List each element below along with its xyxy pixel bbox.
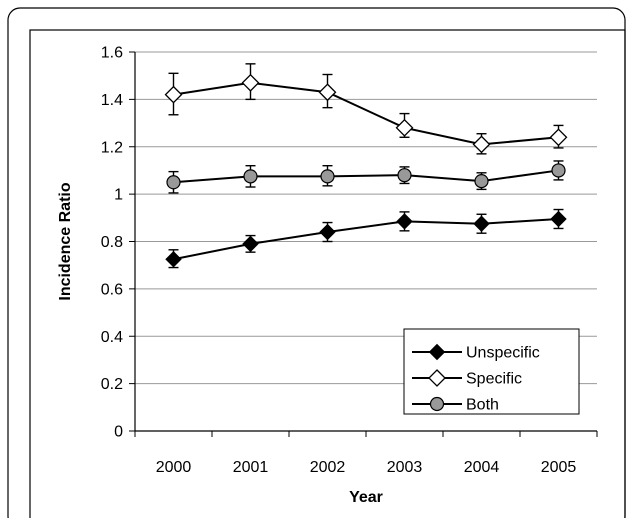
legend-item-both: Both xyxy=(412,397,499,414)
data-point-specific xyxy=(241,73,260,92)
data-point-both xyxy=(166,175,181,190)
legend-label: Both xyxy=(466,397,499,414)
data-point-specific xyxy=(472,135,491,154)
data-point-both xyxy=(397,168,412,183)
series-line xyxy=(173,169,559,184)
y-tick-label: 0.6 xyxy=(101,281,123,298)
data-point-specific xyxy=(395,118,414,137)
x-tick-labels: 2000 2001 2002 2003 2004 2005 xyxy=(156,459,577,476)
legend-label: Unspecific xyxy=(466,345,540,362)
y-tick-label: 1.2 xyxy=(101,139,123,156)
y-axis-title: Incidence Ratio xyxy=(57,182,74,300)
legend: Unspecific Specific Both xyxy=(403,328,580,415)
y-tick-label: 0.2 xyxy=(101,376,123,393)
data-point-unspecific xyxy=(396,213,413,230)
series-both xyxy=(166,160,566,194)
plot-area-frame xyxy=(29,29,626,518)
data-point-both xyxy=(429,396,445,412)
data-point-unspecific xyxy=(428,343,446,361)
data-point-both xyxy=(243,169,258,184)
data-point-unspecific xyxy=(550,210,567,228)
y-tick-label: 1.6 xyxy=(101,45,123,62)
series-line xyxy=(173,217,559,261)
series-line xyxy=(173,81,559,146)
x-tick-label: 2005 xyxy=(541,459,577,476)
y-tick-label: 0.8 xyxy=(101,234,123,251)
y-tick-label: 1.4 xyxy=(101,92,123,109)
x-tick-label: 2000 xyxy=(156,459,192,476)
data-point-unspecific xyxy=(242,235,259,253)
data-point-unspecific xyxy=(319,223,336,241)
data-point-specific xyxy=(549,128,568,147)
series-unspecific xyxy=(165,208,567,269)
data-point-both xyxy=(474,173,489,189)
legend-item-unspecific: Unspecific xyxy=(412,343,540,362)
y-tick-label: 0.4 xyxy=(101,329,123,346)
data-point-unspecific xyxy=(165,251,182,268)
data-point-both xyxy=(551,163,566,178)
y-tick-label: 0 xyxy=(114,424,123,441)
x-tick-label: 2001 xyxy=(233,459,269,476)
x-tick-label: 2002 xyxy=(310,459,346,476)
y-tick-labels: 0 0.2 0.4 0.6 0.8 1 1.2 1.4 1.6 xyxy=(101,45,123,441)
legend-item-specific: Specific xyxy=(412,369,522,388)
x-tick-label: 2003 xyxy=(387,459,423,476)
legend-label: Specific xyxy=(466,371,522,388)
outer-frame xyxy=(7,7,626,518)
data-point-specific xyxy=(318,83,337,102)
data-point-specific xyxy=(164,85,183,104)
series-specific xyxy=(164,63,568,155)
data-point-unspecific xyxy=(473,215,490,232)
x-axis-title: Year xyxy=(349,489,383,506)
y-tick-label: 1 xyxy=(114,187,123,204)
data-point-both xyxy=(320,169,335,184)
series-layer xyxy=(164,63,568,269)
axes xyxy=(134,52,598,437)
x-tick-label: 2004 xyxy=(464,459,500,476)
data-point-specific xyxy=(428,369,446,387)
